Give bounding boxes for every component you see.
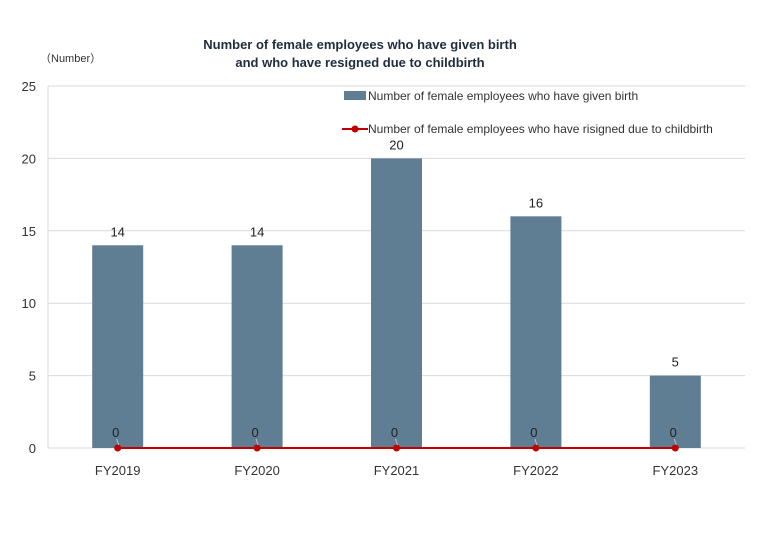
y-tick-label-20: 20 <box>22 151 36 166</box>
line-label-leader-FY2019 <box>116 438 120 446</box>
line-point-FY2021 <box>393 444 400 452</box>
line-label-leader-FY2020 <box>255 438 259 446</box>
chart-title-line1: Number of female employees who have give… <box>203 37 517 52</box>
line-value-label-FY2021: 0 <box>391 425 398 440</box>
y-tick-label-25: 25 <box>22 79 36 94</box>
bar-FY2021 <box>371 158 422 448</box>
y-tick-label-10: 10 <box>22 296 36 311</box>
bar-value-label-FY2020: 14 <box>250 224 264 239</box>
chart-title: Number of female employees who have give… <box>150 36 570 72</box>
x-tick-label-FY2020: FY2020 <box>234 463 280 478</box>
line-value-label-FY2022: 0 <box>530 425 537 440</box>
bar-value-label-FY2019: 14 <box>110 224 124 239</box>
legend-swatch-birth <box>344 91 366 100</box>
y-tick-label-15: 15 <box>22 224 36 239</box>
bar-FY2023 <box>649 375 701 448</box>
x-tick-label-FY2022: FY2022 <box>513 463 559 478</box>
x-tick-label-FY2021: FY2021 <box>374 463 420 478</box>
line-point-FY2022 <box>532 444 540 452</box>
line-value-label-FY2019: 0 <box>112 425 119 440</box>
bar-FY2019 <box>92 245 144 448</box>
x-tick-label-FY2019: FY2019 <box>95 463 141 478</box>
y-tick-label-0: 0 <box>29 441 36 456</box>
line-point-FY2019 <box>114 444 122 452</box>
legend-label-birth: Number of female employees who have give… <box>368 89 638 103</box>
bar-value-label-FY2022: 16 <box>529 195 543 210</box>
line-value-label-FY2020: 0 <box>251 425 258 440</box>
chart-title-line2: and who have resigned due to childbirth <box>235 55 485 70</box>
bar-FY2022 <box>510 216 562 448</box>
line-point-FY2023 <box>671 444 679 452</box>
line-label-leader-FY2023 <box>673 438 677 446</box>
line-point-FY2020 <box>253 444 261 452</box>
line-label-leader-FY2022 <box>534 438 538 446</box>
y-tick-label-5: 5 <box>29 369 36 384</box>
bar-value-label-FY2023: 5 <box>672 355 679 370</box>
bar-FY2020 <box>231 245 283 448</box>
bar-value-label-FY2021: 20 <box>389 137 403 152</box>
x-tick-label-FY2023: FY2023 <box>653 463 699 478</box>
legend-swatch-marker-resigned <box>351 125 359 133</box>
legend-label-resigned: Number of female employees who have risi… <box>368 122 713 136</box>
y-axis-label: （Number） <box>40 53 102 65</box>
line-value-label-FY2023: 0 <box>670 425 677 440</box>
line-label-leader-FY2021 <box>395 438 398 446</box>
